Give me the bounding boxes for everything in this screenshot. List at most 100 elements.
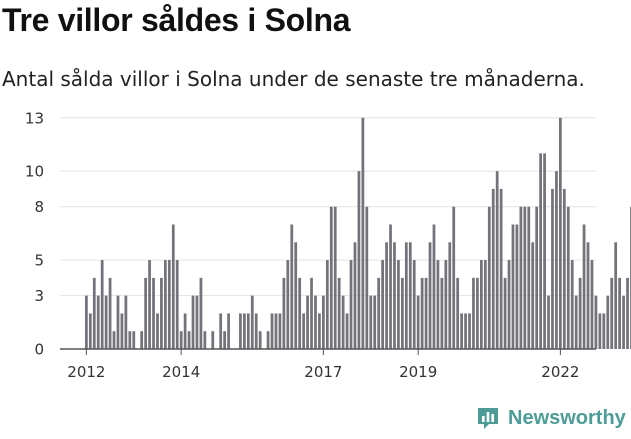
bar [574, 295, 578, 349]
newsworthy-logo-icon [478, 408, 498, 429]
bar [191, 295, 195, 349]
bar [120, 313, 124, 349]
bar [531, 242, 535, 349]
bar [179, 331, 183, 349]
bar [128, 331, 132, 349]
bar [223, 331, 226, 349]
y-tick-label: 3 [34, 287, 44, 305]
bar [555, 171, 558, 349]
bar [160, 277, 163, 349]
bar [432, 224, 436, 349]
bar [570, 260, 574, 349]
bar [397, 260, 400, 349]
bar [495, 171, 499, 349]
bar [594, 295, 598, 349]
bar [353, 242, 357, 349]
bar [559, 117, 562, 349]
bar [511, 224, 515, 349]
x-tick-label: 2022 [541, 363, 579, 381]
bar [341, 295, 345, 349]
bar [195, 295, 199, 349]
bar [246, 313, 250, 349]
bar [290, 224, 294, 349]
bar [219, 313, 223, 349]
bar [472, 277, 475, 349]
chart-bars [85, 117, 631, 349]
bar [116, 295, 120, 349]
bar [468, 313, 471, 349]
bar [175, 260, 179, 349]
bar [389, 224, 392, 349]
bar [314, 295, 317, 349]
bar [460, 313, 463, 349]
bar [85, 295, 88, 349]
page-title: Tre villor såldes i Solna [2, 2, 351, 38]
bar [452, 206, 456, 349]
bar [294, 242, 298, 349]
bar [598, 313, 602, 349]
x-tick-label: 2014 [162, 363, 200, 381]
bar [199, 277, 203, 349]
bar [152, 277, 155, 349]
bar [420, 277, 424, 349]
bar [298, 277, 302, 349]
bar [322, 295, 325, 349]
bar [282, 277, 286, 349]
bar [491, 188, 495, 349]
bar [582, 224, 586, 349]
bar [547, 295, 550, 349]
bar [618, 277, 621, 349]
bar [148, 260, 151, 349]
bar [333, 206, 337, 349]
bar [365, 206, 369, 349]
bar [112, 331, 116, 349]
bar [140, 331, 144, 349]
y-tick-label: 5 [34, 252, 44, 270]
bar [361, 117, 365, 349]
bar [602, 313, 606, 349]
bar [444, 260, 448, 349]
bar [92, 277, 96, 349]
bar [164, 260, 167, 349]
bar [401, 277, 404, 349]
x-tick-label: 2019 [399, 363, 437, 381]
bar [515, 224, 519, 349]
bar [302, 313, 305, 349]
bar [610, 277, 614, 349]
bar [381, 260, 384, 349]
bar [377, 277, 381, 349]
bar [286, 260, 290, 349]
bar [203, 331, 207, 349]
bar [622, 295, 625, 349]
bar [480, 260, 483, 349]
bar [456, 277, 460, 349]
y-tick-label: 13 [25, 109, 44, 127]
bar [464, 313, 467, 349]
bar [250, 295, 254, 349]
bar [404, 242, 408, 349]
bar [96, 295, 100, 349]
newsworthy-brand: Newsworthy [476, 406, 626, 430]
bar [171, 224, 175, 349]
bar [337, 277, 341, 349]
bar [266, 331, 270, 349]
bar [606, 295, 610, 349]
bar [527, 206, 531, 349]
bar [156, 313, 159, 349]
bar [357, 171, 361, 349]
bar [476, 277, 479, 349]
bar [325, 260, 329, 349]
bar [487, 206, 491, 349]
bar [227, 313, 230, 349]
bar [239, 313, 242, 349]
bar [539, 153, 542, 349]
x-tick-label: 2017 [304, 363, 342, 381]
bar [436, 260, 440, 349]
bar [104, 295, 108, 349]
bar [108, 277, 112, 349]
bar [412, 260, 416, 349]
bar [507, 260, 511, 349]
bar [562, 188, 566, 349]
bar [124, 295, 128, 349]
bar [566, 206, 570, 349]
